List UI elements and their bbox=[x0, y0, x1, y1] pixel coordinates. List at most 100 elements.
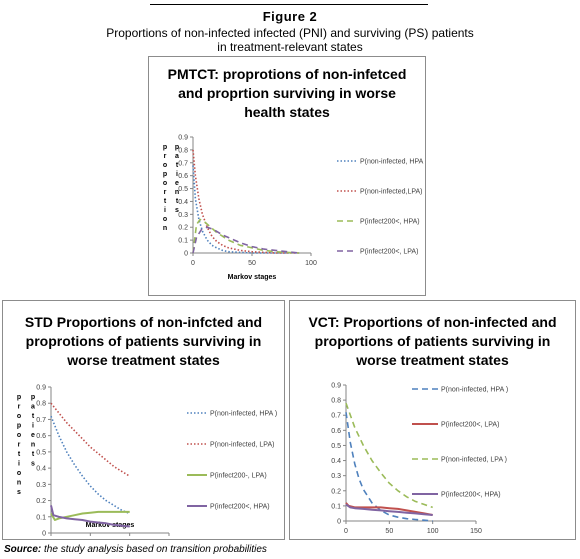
chart-title-line1: PMTCT: proprotions of non-infetced bbox=[167, 66, 407, 82]
y-tick-label: 0.3 bbox=[331, 473, 341, 480]
y-tick-label: 0.2 bbox=[36, 498, 46, 505]
legend-label: P(infect200<, LPA) bbox=[441, 422, 499, 429]
legend-label: P(non-infected, LPA) bbox=[210, 442, 274, 449]
y-axis-label-letter: p bbox=[163, 171, 167, 178]
legend-label: P(non-infected, HPA ) bbox=[360, 159, 426, 166]
x-tick-label: 100 bbox=[305, 260, 317, 267]
y-axis-label-letter: o bbox=[163, 180, 167, 187]
x-axis-label: Markov stages bbox=[228, 274, 277, 281]
chart-title-line3: health states bbox=[244, 104, 330, 120]
y-axis-label-secondary-letter: s bbox=[175, 207, 179, 214]
legend-label: P(non-infected, HPA ) bbox=[441, 387, 508, 394]
figure-caption: Proportions of non-infected infected (PN… bbox=[0, 26, 580, 54]
y-axis-label-secondary-letter: t bbox=[32, 451, 35, 458]
x-tick-label: 50 bbox=[385, 528, 393, 535]
series-line bbox=[50, 505, 130, 528]
legend-label: P(non-infected, HPA ) bbox=[210, 411, 277, 418]
legend-label: P(infect200<, HPA) bbox=[441, 492, 501, 499]
y-tick-label: 0.4 bbox=[331, 458, 341, 465]
y-tick-label: 0.6 bbox=[331, 428, 341, 435]
y-tick-label: 0.5 bbox=[36, 449, 46, 456]
y-tick-label: 0.1 bbox=[36, 514, 46, 521]
chart-plot-pmtct: 0 0.1 0.2 0.3 0.4 0.5 0.6 0.7 0.8 0.9 0 50 100 Markov… bbox=[163, 135, 426, 282]
y-tick-label: 0.7 bbox=[178, 160, 188, 167]
y-tick-label: 0.3 bbox=[178, 212, 188, 219]
y-axis-label-secondary-letter: t bbox=[176, 162, 179, 169]
y-axis-label-letter: p bbox=[17, 394, 21, 401]
source-label: Source: bbox=[4, 544, 42, 555]
y-tick-label: 0.9 bbox=[331, 383, 341, 390]
y-tick-label: 0 bbox=[184, 251, 188, 258]
y-axis-label: proportions bbox=[17, 394, 21, 496]
y-axis-label: proportion bbox=[163, 144, 167, 232]
chart-plot-vct: 0 0.1 0.2 0.3 0.4 0.5 0.6 0.7 0.8 0.9 0 50 100 150 P(n… bbox=[331, 383, 508, 536]
y-axis-label-letter: o bbox=[163, 162, 167, 169]
y-axis-label-secondary-letter: p bbox=[31, 394, 35, 401]
y-tick-label: 0.4 bbox=[36, 466, 46, 473]
y-axis-label-letter: n bbox=[163, 225, 167, 232]
y-axis-label-secondary-letter: p bbox=[175, 144, 179, 151]
y-tick-label: 0.8 bbox=[178, 147, 188, 154]
y-axis-label-secondary-letter: s bbox=[31, 461, 35, 468]
y-axis-label-letter: r bbox=[18, 442, 21, 449]
series-line bbox=[345, 503, 433, 516]
legend-label: P(infect200-, LPA) bbox=[210, 473, 267, 480]
legend-label: P(non-infected,LPA) bbox=[360, 189, 423, 196]
chart-panel-vct: VCT: Proportions of non-infected and pro… bbox=[289, 300, 576, 540]
chart-title-line3: worse treatment states bbox=[67, 352, 220, 368]
series-line bbox=[345, 412, 433, 522]
x-tick-label: 100 bbox=[427, 528, 439, 535]
y-tick-label: 0.7 bbox=[36, 417, 46, 424]
y-axis-label-letter: s bbox=[17, 489, 21, 496]
y-tick-label: 0.7 bbox=[331, 413, 341, 420]
y-axis-label-secondary-letter: i bbox=[32, 423, 34, 430]
y-tick-label: 0.4 bbox=[178, 199, 188, 206]
series-line bbox=[50, 510, 130, 521]
chart-panel-std: STD Proportions of non-infcted and propr… bbox=[2, 300, 285, 540]
figure-caption-line2: in treatment-relevant states bbox=[217, 40, 363, 54]
y-axis-label-letter: n bbox=[17, 480, 21, 487]
x-tick-label: 0 bbox=[344, 528, 348, 535]
y-tick-label: 0.3 bbox=[36, 482, 46, 489]
chart-title: VCT: Proportions of non-infected and pro… bbox=[290, 313, 575, 370]
source-note: Source: the study analysis based on tran… bbox=[4, 544, 267, 555]
y-axis-label-letter: t bbox=[164, 198, 167, 205]
x-tick-label: 150 bbox=[470, 528, 482, 535]
source-text: the study analysis based on transition p… bbox=[44, 544, 267, 555]
y-axis-label-secondary-letter: t bbox=[176, 198, 179, 205]
y-tick-label: 0.2 bbox=[178, 225, 188, 232]
y-axis-label-secondary-letter: i bbox=[176, 171, 178, 178]
y-axis-label-letter: r bbox=[18, 404, 21, 411]
chart-title-line1: VCT: Proportions of non-infected and bbox=[308, 314, 557, 330]
series-line bbox=[50, 415, 131, 515]
y-axis-label-letter: i bbox=[164, 207, 166, 214]
y-axis-label-secondary-letter: t bbox=[32, 413, 35, 420]
chart-title-line2: proportions of patients surviving in bbox=[314, 333, 551, 349]
y-axis-label-letter: o bbox=[17, 432, 21, 439]
chart-plot-std: 00.10.20.30.40.50.60.70.80.9050100150Mar… bbox=[17, 385, 277, 538]
y-tick-label: 0.6 bbox=[36, 433, 46, 440]
chart-title-line2: and proprtion surviving in worse bbox=[178, 85, 396, 101]
y-axis-label-secondary: patients bbox=[31, 394, 35, 468]
y-axis-label-secondary-letter: a bbox=[31, 404, 35, 411]
y-tick-label: 0 bbox=[337, 519, 341, 526]
chart-title-line3: worse treatment states bbox=[356, 352, 509, 368]
series-line bbox=[192, 218, 300, 254]
y-tick-label: 0.2 bbox=[331, 488, 341, 495]
series-line bbox=[192, 165, 300, 254]
series-line bbox=[192, 149, 300, 254]
legend-label: P(infect200<, HPA) bbox=[360, 219, 420, 226]
y-axis-label-letter: p bbox=[163, 144, 167, 151]
y-axis-label-letter: o bbox=[17, 413, 21, 420]
legend-label: P(infect200<, LPA) bbox=[360, 249, 418, 256]
y-axis-label-letter: r bbox=[164, 189, 167, 196]
y-tick-label: 0.5 bbox=[178, 186, 188, 193]
y-tick-label: 0.6 bbox=[178, 173, 188, 180]
chart-title-line1: STD Proportions of non-infcted and bbox=[24, 314, 263, 330]
y-axis-label-letter: o bbox=[17, 470, 21, 477]
y-axis-label-secondary-letter: n bbox=[175, 189, 179, 196]
top-rule bbox=[150, 4, 428, 5]
series-line bbox=[50, 402, 131, 477]
legend-label: P(non-infected, LPA ) bbox=[441, 457, 507, 464]
y-tick-label: 0.8 bbox=[331, 398, 341, 405]
